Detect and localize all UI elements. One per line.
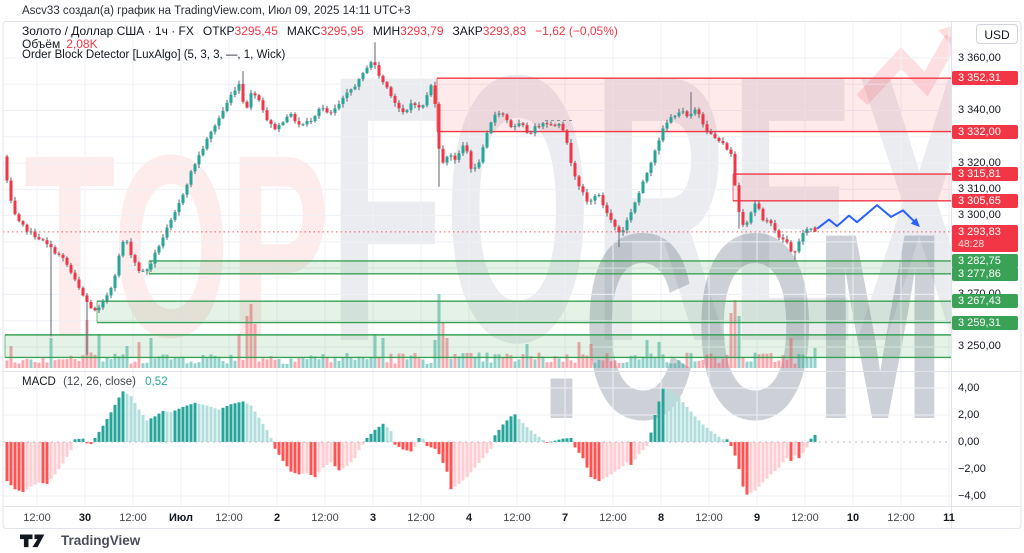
price-tick: 3 250,00	[958, 340, 1001, 353]
volume-value: 2,08K	[66, 37, 98, 51]
time-tick: 12:00	[695, 512, 723, 524]
macd-tick: −2,00	[958, 462, 986, 475]
time-tick: Июл	[168, 512, 194, 524]
ohlc-label: ЗАКР	[452, 24, 483, 38]
macd-tick: 2,00	[958, 408, 980, 421]
ohlc-label: МИН	[372, 24, 401, 38]
time-tick: 12:00	[887, 512, 915, 524]
svg-text:TOP: TOP	[24, 101, 330, 391]
ohlc-label: МАКС	[286, 24, 321, 38]
time-tick: 12:00	[215, 512, 243, 524]
time-tick: 2	[273, 512, 281, 524]
indicator-legend[interactable]: Order Block Detector [LuxAlgo] (5, 3, 3,…	[22, 49, 285, 61]
level-label-bearish: 3 352,31	[952, 71, 1018, 86]
attribution[interactable]: TradingView	[20, 533, 140, 548]
time-tick: 11	[943, 512, 955, 524]
volume-legend[interactable]: Объём 2,08K	[22, 37, 98, 51]
time-tick: 3	[369, 512, 377, 524]
time-tick: 30	[78, 512, 92, 524]
svg-text:FOREX: FOREX	[328, 0, 983, 421]
currency-unit-button[interactable]: USD	[976, 24, 1018, 44]
price-tick: 3 310,00	[958, 182, 1001, 195]
time-tick: 4	[465, 512, 473, 524]
level-label-bearish: 3 315,81	[952, 167, 1018, 182]
time-tick: 12:00	[311, 512, 339, 524]
bar-countdown: 48:28	[958, 237, 985, 250]
svg-text:.COM: .COM	[540, 179, 945, 476]
level-label-bullish: 3 277,86	[952, 266, 1018, 281]
symbol-title: Золото / Доллар США · 1ч · FX	[22, 24, 194, 38]
time-tick: 12:00	[407, 512, 435, 524]
time-tick: 12:00	[119, 512, 147, 524]
ohlc-value: 3293,83	[482, 24, 527, 38]
ohlc-values: ОТКР3295,45 МАКС3295,95 МИН3293,79 ЗАКР3293…	[194, 24, 526, 38]
tradingview-logo-icon	[20, 534, 45, 548]
current-price-label: 3 293,83 48:28	[952, 224, 1018, 252]
creation-note: Ascv33 создал(а) график на TradingView.c…	[22, 5, 411, 17]
time-tick: 12:00	[23, 512, 51, 524]
time-tick: 12:00	[503, 512, 531, 524]
level-label-bullish: 3 282,75	[952, 253, 1018, 268]
time-tick: 12:00	[599, 512, 627, 524]
volume-label: Объём	[22, 37, 61, 51]
time-tick: 9	[753, 512, 761, 524]
price-tick: 3 300,00	[958, 209, 1001, 222]
level-label-bullish: 3 259,31	[952, 315, 1018, 330]
macd-value: 0,52	[145, 376, 168, 388]
macd-legend[interactable]: MACD (12, 26, close) 0,52	[22, 376, 168, 388]
change-value: −1,62 (−0,05%)	[535, 24, 618, 38]
ohlc-value: 3295,45	[234, 24, 278, 38]
macd-tick: 0,00	[958, 435, 980, 448]
price-tick: 3 340,00	[958, 104, 1001, 117]
level-label-bearish: 3 332,00	[952, 124, 1018, 139]
level-label-bullish: 3 267,43	[952, 294, 1018, 309]
price-tick: 3 360,00	[958, 51, 1001, 64]
ohlc-value: 3295,95	[320, 24, 364, 38]
macd-tick: 4,00	[958, 381, 980, 394]
tradingview-brand: TradingView	[61, 533, 141, 548]
price-tick: 3 320,00	[958, 156, 1001, 169]
level-label-bearish: 3 305,65	[952, 193, 1018, 208]
ohlc-label: ОТКР	[202, 24, 235, 38]
macd-tick: −4,00	[958, 489, 986, 502]
current-price-value: 3 293,83	[958, 225, 1001, 238]
time-tick: 12:00	[791, 512, 819, 524]
macd-title: MACD	[22, 376, 56, 388]
ohlc-value: 3293,79	[400, 24, 444, 38]
indicator-title: Order Block Detector [LuxAlgo] (5, 3, 3,…	[22, 49, 286, 61]
time-tick: 10	[846, 512, 860, 524]
macd-params: (12, 26, close)	[63, 376, 136, 388]
time-tick: 7	[561, 512, 569, 524]
time-tick: 8	[657, 512, 665, 524]
symbol-legend[interactable]: Золото / Доллар США · 1ч · FX ОТКР3295,45…	[22, 24, 618, 38]
